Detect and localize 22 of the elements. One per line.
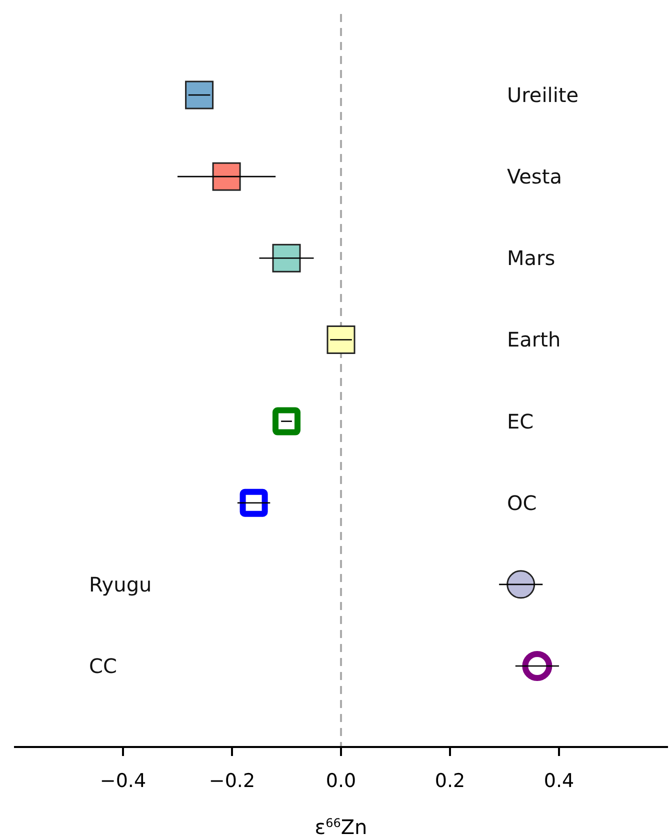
point xyxy=(272,407,300,436)
y-tick-label: OC xyxy=(507,490,537,515)
point xyxy=(506,570,536,599)
x-tick-label: −0.2 xyxy=(208,770,256,792)
y-tick-label: CC xyxy=(89,654,117,678)
y-tick-label: EC xyxy=(507,409,534,434)
x-axis-title: ε$^{66}$Zn xyxy=(314,815,368,836)
point xyxy=(326,325,356,354)
y-tick-label: Vesta xyxy=(507,164,562,189)
point xyxy=(212,162,241,191)
point xyxy=(272,244,301,272)
x-tick-label: −0.4 xyxy=(100,770,146,792)
y-tick-label: Earth xyxy=(507,328,561,352)
y-tick-label: Ureilite xyxy=(507,83,579,107)
y-tick-label: Mars xyxy=(507,246,556,270)
point xyxy=(522,651,552,681)
x-tick-label: 0.0 xyxy=(326,770,356,792)
point xyxy=(185,80,214,110)
x-tick-label: 0.2 xyxy=(434,770,466,792)
point xyxy=(240,488,268,517)
y-tick-label: Ryugu xyxy=(89,572,152,596)
x-tick-label: 0.4 xyxy=(544,770,574,792)
